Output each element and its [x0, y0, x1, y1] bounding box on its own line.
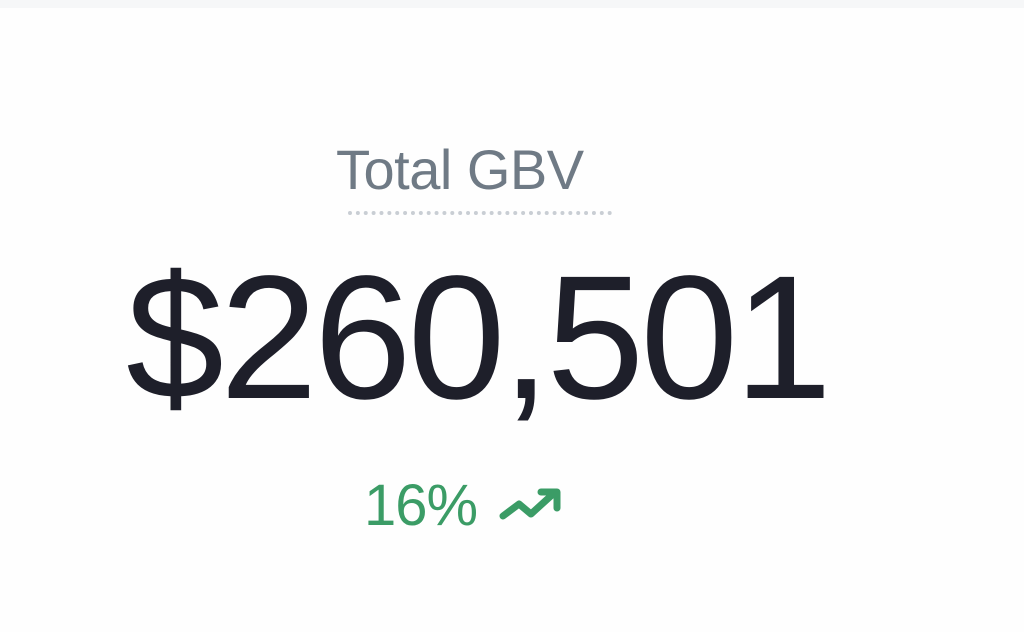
top-divider — [0, 0, 1024, 8]
metric-value: $260,501 — [126, 240, 832, 436]
delta-value: 16% — [364, 473, 478, 538]
metric-label-tooltip-underline — [348, 211, 612, 215]
delta-badge: 16% — [364, 474, 565, 538]
trending-up-icon — [499, 488, 561, 520]
metric-label[interactable]: Total GBV — [336, 138, 584, 201]
